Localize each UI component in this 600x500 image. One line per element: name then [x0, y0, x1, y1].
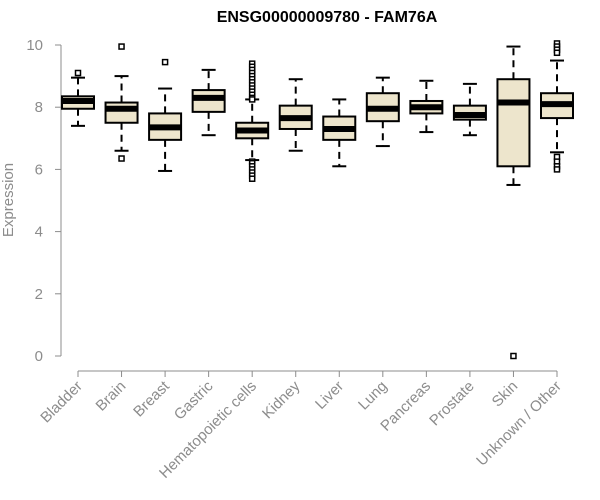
y-tick-label: 6 — [35, 161, 43, 178]
outlier-point — [118, 155, 125, 162]
y-axis: 0 2 4 6 8 10 — [26, 37, 62, 365]
outlier-point — [248, 96, 256, 103]
box-bladder — [61, 69, 95, 127]
outlier-point — [248, 175, 256, 182]
outlier-point — [118, 43, 125, 50]
y-tick-label: 8 — [35, 99, 43, 116]
box-prostate — [452, 82, 487, 137]
y-tick-label: 4 — [35, 224, 43, 241]
box-skin — [496, 45, 531, 360]
y-tick-label: 10 — [26, 37, 43, 54]
box-breast — [148, 58, 183, 172]
y-tick-label: 0 — [35, 348, 43, 365]
iqr-box — [191, 89, 226, 113]
box-pancreas — [409, 79, 444, 134]
box-lung — [365, 76, 400, 148]
iqr-box — [104, 101, 139, 124]
box-unknown-other — [540, 40, 574, 173]
y-tick-label: 2 — [35, 286, 43, 303]
chart-title: ENSG00000009780 - FAM76A — [217, 9, 438, 26]
box-hematopoietic-cells — [235, 60, 270, 182]
box-series — [61, 40, 574, 360]
y-axis-label: Expression — [0, 163, 17, 237]
outlier-point — [74, 69, 82, 77]
outlier-point — [553, 166, 561, 173]
iqr-box — [496, 78, 531, 168]
box-kidney — [278, 78, 313, 152]
box-brain — [104, 43, 139, 162]
outlier-point — [553, 49, 561, 57]
outlier-point — [510, 352, 517, 360]
box-liver — [322, 98, 357, 168]
box-gastric — [191, 68, 226, 137]
outlier-point — [161, 58, 169, 66]
